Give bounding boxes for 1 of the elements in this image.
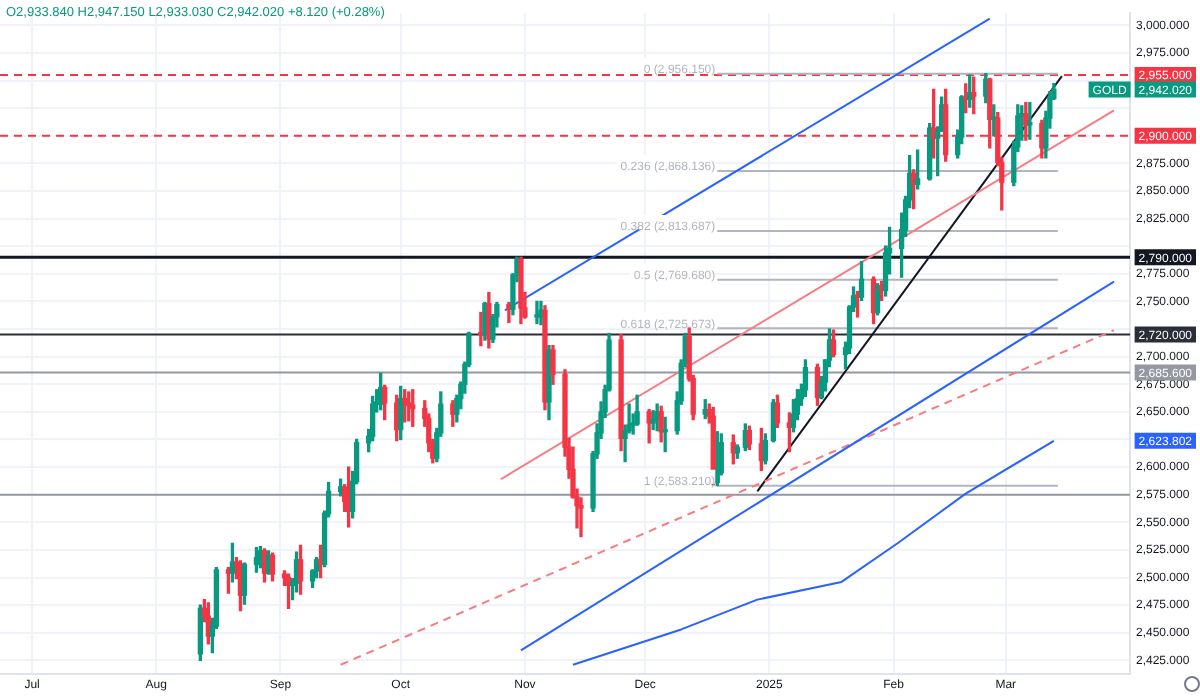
candlestick [578,497,584,538]
